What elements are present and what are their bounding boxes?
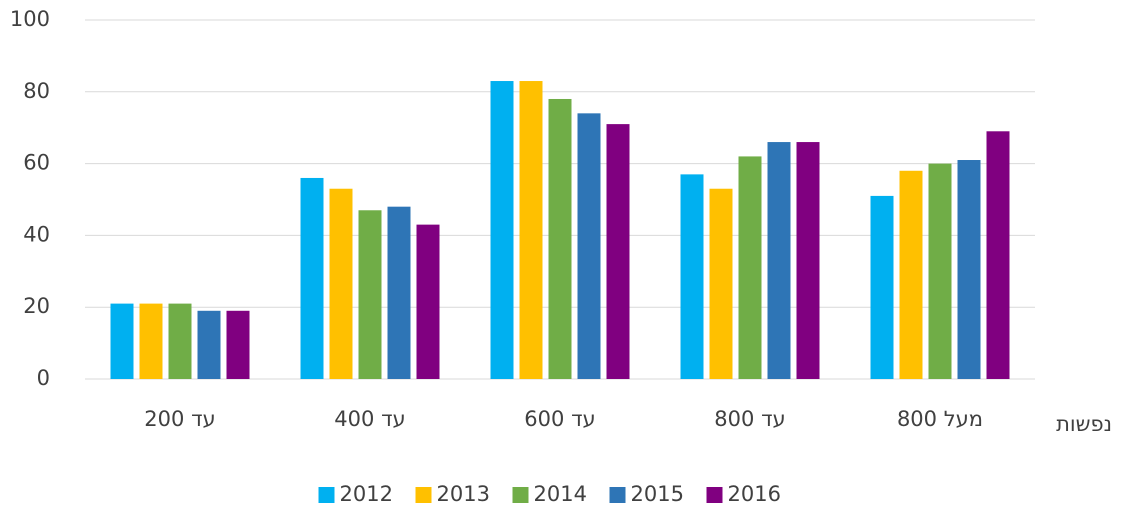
bar <box>300 177 324 379</box>
bar <box>226 310 250 379</box>
legend-swatch <box>415 487 432 503</box>
legend-label: 2014 <box>534 482 587 506</box>
y-tick-label: 0 <box>37 366 50 390</box>
legend-label: 2016 <box>728 482 781 506</box>
x-axis-label: נפשות <box>1056 412 1112 436</box>
bar <box>709 188 733 379</box>
legend-label: 2012 <box>340 482 393 506</box>
bar <box>358 210 382 379</box>
bar <box>606 124 630 379</box>
bar <box>519 81 543 379</box>
bar <box>197 310 221 379</box>
legend-label: 2015 <box>631 482 684 506</box>
legend-swatch <box>706 487 723 503</box>
bar <box>796 142 820 379</box>
bar <box>928 163 952 379</box>
bar <box>329 188 353 379</box>
legend-swatch <box>318 487 335 503</box>
x-tick-label: עד 200 <box>144 407 215 431</box>
x-tick-label: מעל 800 <box>897 407 983 431</box>
x-tick-label: עד 400 <box>334 407 405 431</box>
y-tick-label: 60 <box>23 151 50 175</box>
bar <box>870 195 894 379</box>
x-tick-label: עד 600 <box>524 407 595 431</box>
bar <box>387 206 411 379</box>
bar <box>577 113 601 379</box>
y-tick-label: 20 <box>23 294 50 318</box>
legend-label: 2013 <box>437 482 490 506</box>
y-tick-label: 40 <box>23 222 50 246</box>
bar <box>139 303 163 379</box>
y-tick-label: 80 <box>23 79 50 103</box>
x-tick-label: עד 800 <box>714 407 785 431</box>
bar <box>168 303 192 379</box>
bar <box>899 170 923 379</box>
bar <box>548 98 572 379</box>
bar <box>767 142 791 379</box>
bar <box>680 174 704 379</box>
bar <box>110 303 134 379</box>
bar <box>986 131 1010 379</box>
y-tick-label: 100 <box>10 7 50 31</box>
bar <box>738 156 762 379</box>
bar <box>490 81 514 379</box>
legend-swatch <box>512 487 529 503</box>
bar <box>416 224 440 379</box>
bar <box>957 160 981 379</box>
legend-swatch <box>609 487 626 503</box>
